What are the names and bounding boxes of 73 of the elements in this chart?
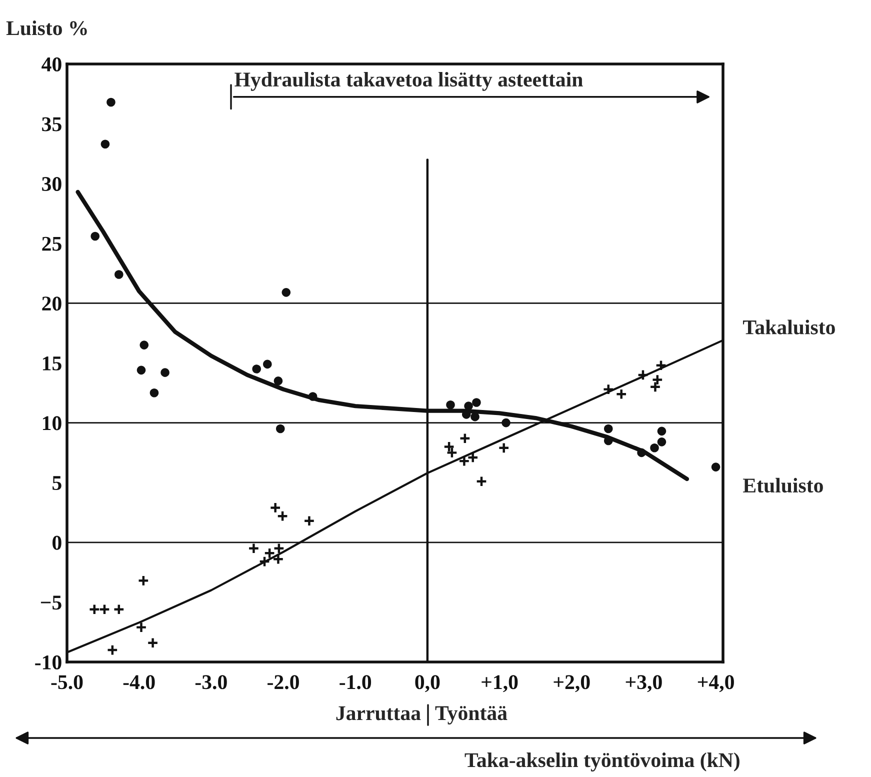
point xyxy=(602,384,614,396)
x-tick-label: -4.0 xyxy=(123,675,155,690)
point xyxy=(90,232,100,241)
y-tick-label: 25 xyxy=(42,236,62,251)
point xyxy=(136,366,146,375)
y-tick-label: 30 xyxy=(42,176,62,192)
x-tick-label: -5.0 xyxy=(51,675,83,690)
x-tick-label: -1.0 xyxy=(340,675,372,690)
point xyxy=(464,402,473,410)
point xyxy=(150,388,159,398)
point xyxy=(106,644,118,656)
x-tick-label: -3.0 xyxy=(195,675,227,690)
point xyxy=(147,637,159,649)
point xyxy=(88,604,100,616)
x-axis-title: Taka-akselin työntövoima (kN) xyxy=(464,752,740,772)
annotation: Hydraulista takavetoa lisätty asteettain xyxy=(234,72,583,91)
y-tick-label: 40 xyxy=(42,57,62,72)
y-axis-title: Luisto % xyxy=(6,20,87,36)
y-tick-label: −5 xyxy=(40,596,62,610)
x-tick-label: +3,0 xyxy=(626,675,662,692)
text: Työntää xyxy=(435,706,508,724)
point xyxy=(657,426,666,436)
x-tick-label: 0,0 xyxy=(415,675,440,692)
point xyxy=(160,368,170,377)
point xyxy=(273,542,285,554)
point xyxy=(655,360,667,372)
point xyxy=(446,446,458,458)
point xyxy=(140,340,149,350)
text: Jarruttaa xyxy=(336,706,421,720)
point xyxy=(248,542,260,554)
x-tick-label: +1,0 xyxy=(482,675,518,692)
point xyxy=(498,442,510,454)
y-tick-label: 10 xyxy=(42,416,62,430)
point xyxy=(276,424,285,434)
x-tick-label: -2.0 xyxy=(268,675,299,690)
y-tick-label: 15 xyxy=(42,356,62,370)
point xyxy=(263,360,272,369)
point xyxy=(472,398,481,407)
y-tick-label: 5 xyxy=(52,476,62,490)
point xyxy=(276,510,288,522)
point xyxy=(657,438,666,446)
point xyxy=(270,502,282,514)
y-tick-label: -10 xyxy=(35,655,62,670)
x-tick-label: +2,0 xyxy=(554,675,590,692)
point xyxy=(106,98,116,107)
text: Etuluisto xyxy=(743,478,823,493)
point xyxy=(650,444,659,452)
point xyxy=(274,376,283,386)
point xyxy=(113,604,125,616)
point xyxy=(476,476,488,488)
point xyxy=(138,574,150,586)
series-label: Takaluisto xyxy=(743,320,835,334)
point xyxy=(637,369,649,381)
x-tick-label: +4,0 xyxy=(698,675,734,692)
point xyxy=(616,388,628,400)
point xyxy=(100,140,110,149)
point xyxy=(459,432,471,444)
point xyxy=(252,364,261,374)
point xyxy=(443,440,455,452)
y-tick-label: 20 xyxy=(42,296,62,311)
point xyxy=(637,448,646,458)
point xyxy=(308,392,318,401)
point xyxy=(114,270,124,279)
point xyxy=(282,288,291,297)
point xyxy=(98,604,110,616)
point xyxy=(446,400,455,410)
point xyxy=(711,462,720,472)
point xyxy=(604,424,613,434)
y-tick-label: 35 xyxy=(42,117,62,132)
y-tick-label: 0 xyxy=(52,536,62,550)
point xyxy=(502,418,510,428)
point xyxy=(303,515,315,527)
point xyxy=(135,622,148,634)
